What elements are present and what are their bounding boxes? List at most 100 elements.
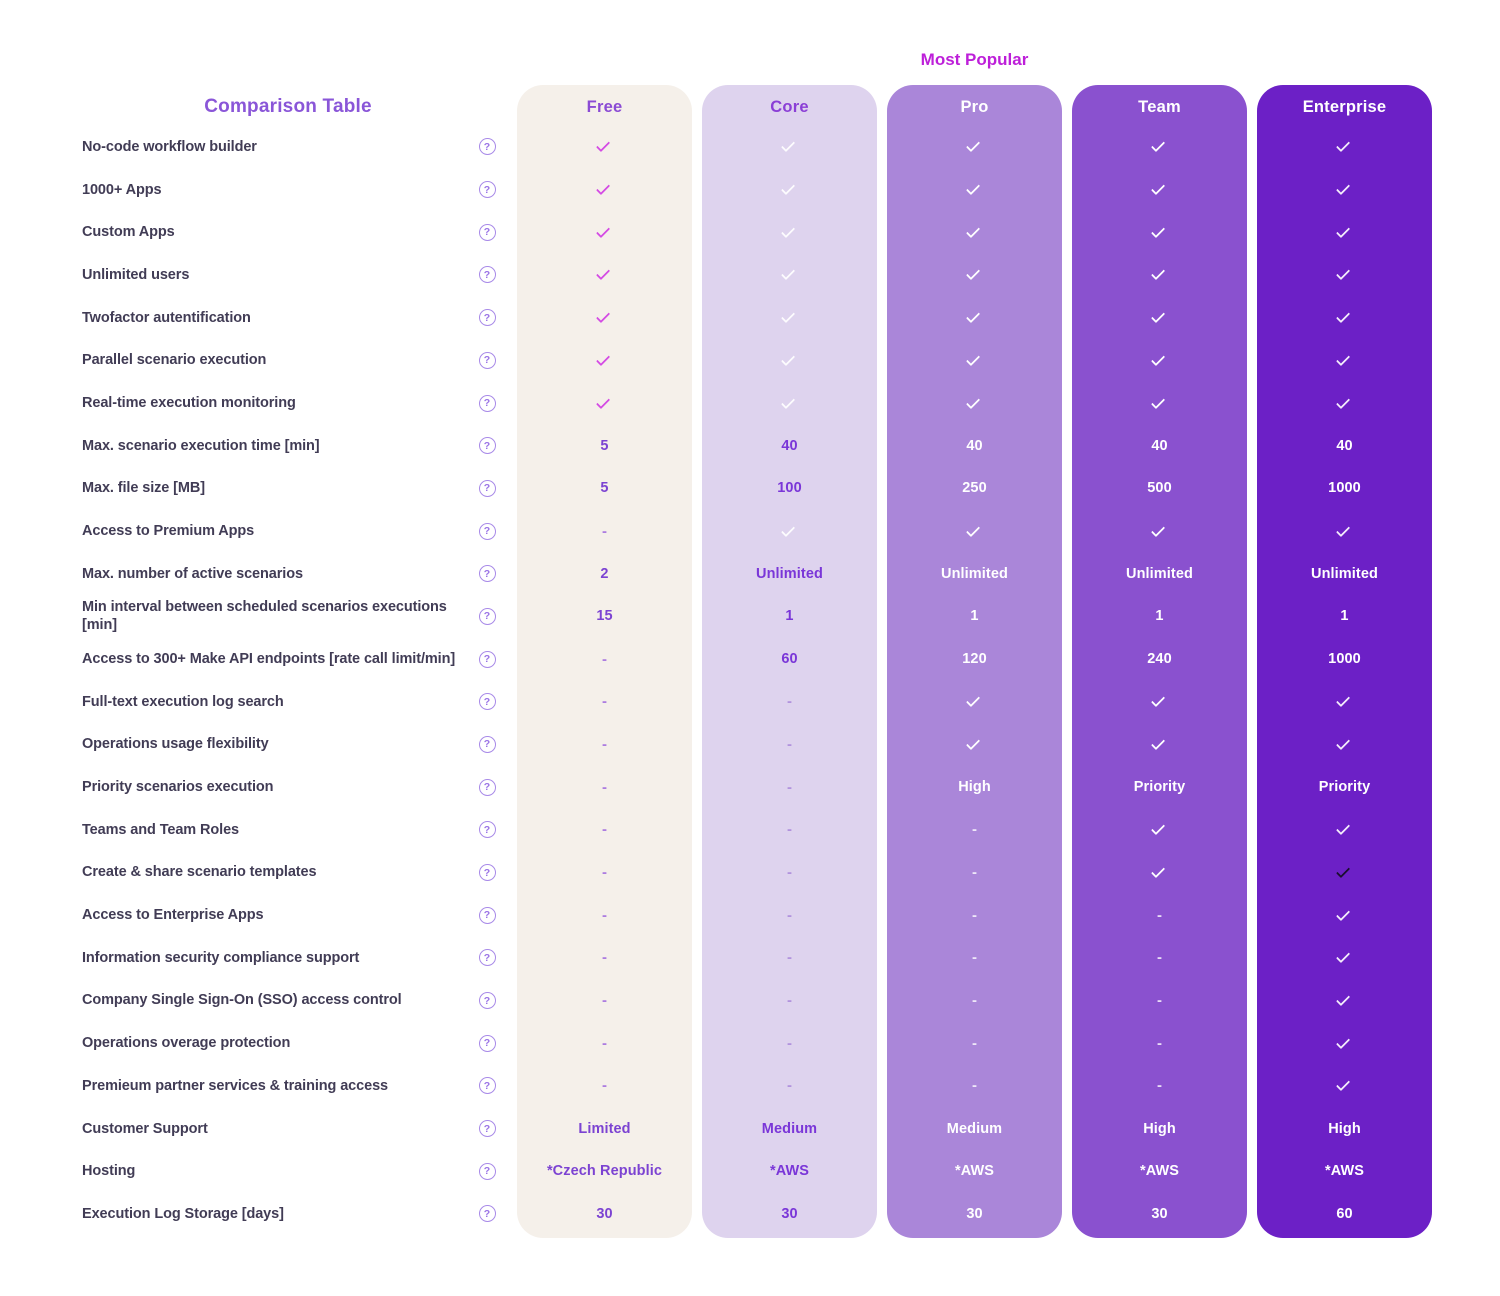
check-icon [1257,851,1432,894]
check-icon [517,168,692,211]
help-icon[interactable]: ? [473,296,501,339]
checkmark-glyph [966,522,981,537]
check-icon [1257,126,1432,169]
check-icon [1072,382,1247,425]
checkmark-glyph [596,394,611,409]
feature-label: Operations usage flexibility [82,736,269,753]
feature-label: Max. number of active scenarios [82,565,303,582]
dash-icon: - [786,735,793,753]
help-icon[interactable]: ? [473,766,501,809]
checkmark-glyph [1151,138,1166,153]
feature-label: Max. scenario execution time [min] [82,437,320,454]
checkmark-glyph [781,138,796,153]
help-icon[interactable]: ? [473,1022,501,1065]
cell-value: 5 [600,480,609,497]
help-icon[interactable]: ? [473,638,501,681]
cell-value: 100 [777,480,802,497]
check-icon [1257,168,1432,211]
question-mark-glyph: ? [478,522,496,540]
checkmark-glyph [1336,394,1351,409]
dash-icon: - [1156,1034,1163,1052]
checkmark-glyph [1336,1077,1351,1092]
help-icon[interactable]: ? [473,808,501,851]
plan-card-team: Team [1072,85,1247,1238]
check-icon [1257,723,1432,766]
question-mark-glyph: ? [478,1034,496,1052]
dash-icon: - [786,949,793,967]
dash-icon: - [971,1034,978,1052]
check-icon [1257,510,1432,553]
dash-icon: - [601,864,608,881]
check-icon [1072,254,1247,297]
checkmark-glyph [596,181,611,196]
feature-label: Access to 300+ Make API endpoints [rate … [82,651,456,668]
help-icon[interactable]: ? [473,126,501,169]
help-icon[interactable]: ? [473,979,501,1022]
cell-value: 2 [600,565,609,582]
help-icon[interactable]: ? [473,510,501,553]
dash-icon: - [1156,906,1163,924]
check-icon [517,211,692,254]
help-icon[interactable]: ? [473,382,501,425]
plan-card-free: Free [517,85,692,1238]
checkmark-glyph [1151,394,1166,409]
cell-value: 30 [1151,1205,1168,1222]
dash-icon: - [601,650,608,668]
help-icon[interactable]: ? [473,339,501,382]
cell-value: High [1328,1120,1361,1137]
dash-icon: - [971,949,978,967]
checkmark-glyph [596,266,611,281]
help-icon[interactable]: ? [473,1150,501,1193]
cell-value: *Czech Republic [546,1163,663,1180]
question-mark-glyph: ? [478,864,496,881]
help-icon[interactable]: ? [473,467,501,510]
check-icon [1257,808,1432,851]
cell-value: Medium [761,1120,818,1137]
feature-label: Min interval between scheduled scenarios… [82,599,447,634]
check-icon [1072,168,1247,211]
feature-label: Teams and Team Roles [82,821,240,838]
checkmark-glyph [966,693,981,708]
page-title: Comparison Table [204,96,372,117]
help-icon[interactable]: ? [473,851,501,894]
cell-value: 5 [600,437,609,454]
help-icon[interactable]: ? [473,168,501,211]
feature-label: Custom Apps [82,224,175,241]
question-mark-glyph: ? [478,266,496,284]
help-icon[interactable]: ? [473,424,501,467]
help-icon[interactable]: ? [473,894,501,937]
cell-value: 1 [1340,608,1349,625]
dash-icon: - [786,906,793,924]
help-icon[interactable]: ? [473,680,501,723]
help-icon[interactable]: ? [473,1193,501,1236]
help-icon[interactable]: ? [473,552,501,595]
feature-label: Parallel scenario execution [82,352,267,369]
question-mark-glyph: ? [478,565,496,583]
help-icon[interactable]: ? [473,937,501,980]
dash-icon: - [786,821,793,839]
feature-label: Create & share scenario templates [82,864,317,881]
dash-icon: - [786,778,793,796]
checkmark-glyph [1151,181,1166,196]
dash-icon: - [971,906,978,924]
question-mark-glyph: ? [478,949,496,967]
checkmark-glyph [781,181,796,196]
check-icon [1072,126,1247,169]
help-icon[interactable]: ? [473,1107,501,1150]
help-icon[interactable]: ? [473,595,501,638]
check-icon [887,168,1062,211]
help-icon[interactable]: ? [473,723,501,766]
checkmark-glyph [781,394,796,409]
dash-icon: - [1156,992,1163,1010]
cell-value: Medium [946,1120,1003,1137]
checkmark-glyph [596,223,611,238]
dash-icon: - [971,864,978,881]
help-icon[interactable]: ? [473,254,501,297]
help-icon[interactable]: ? [473,211,501,254]
check-icon [887,339,1062,382]
check-icon [702,510,877,553]
dash-icon: - [1156,949,1163,967]
help-icon[interactable]: ? [473,1065,501,1108]
question-mark-glyph: ? [478,735,496,753]
plan-card-core: Core [702,85,877,1238]
